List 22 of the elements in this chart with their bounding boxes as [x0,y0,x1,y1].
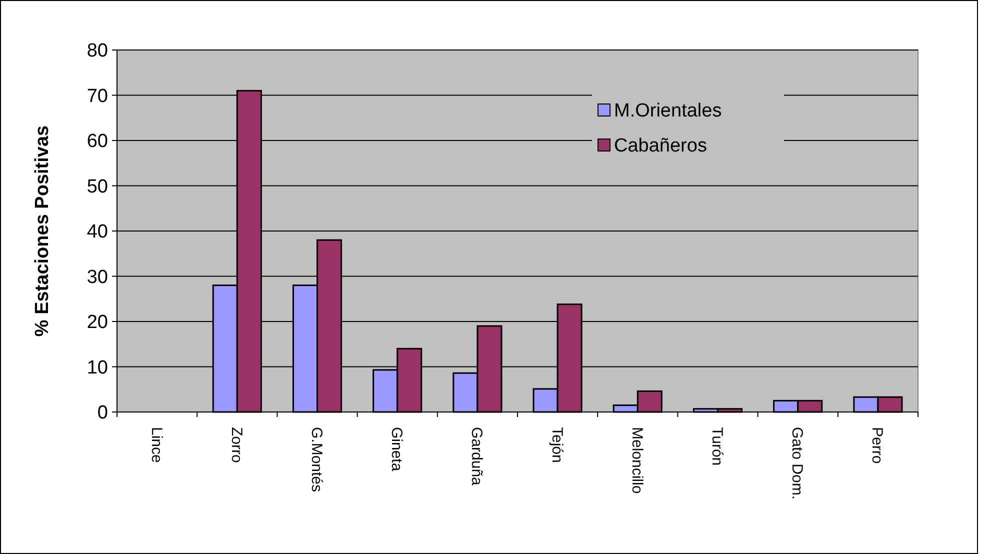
x-tick-label: Tejón [548,427,566,463]
x-tick-label: Gato Dom. [788,427,806,500]
x-tick-label: Meloncillo [628,427,646,494]
y-tick-label: 0 [97,402,108,424]
legend-label: Cabañeros [614,136,707,157]
y-tick-label: 30 [86,266,108,288]
y-tick-label: 80 [86,40,108,62]
x-tick-label: Perro [868,427,886,464]
y-tick-label: 20 [86,312,108,334]
x-tick-label: Turón [708,427,726,466]
x-tick-label: Gineta [388,427,406,472]
y-axis-title: % Estaciones Positivas [32,125,53,337]
y-tick-label: 40 [86,222,108,243]
legend-label: M.Orientales [614,100,722,122]
x-tick-label: Lince [148,427,165,463]
x-tick-label: G.Montés [308,427,325,492]
x-tick-label: Zorro [228,427,245,463]
y-tick-label: 70 [86,86,108,107]
y-tick-label: 10 [86,357,108,378]
x-tick-label: Garduña [468,427,486,486]
y-tick-label: 50 [86,176,108,198]
y-tick-label: 60 [86,131,108,152]
